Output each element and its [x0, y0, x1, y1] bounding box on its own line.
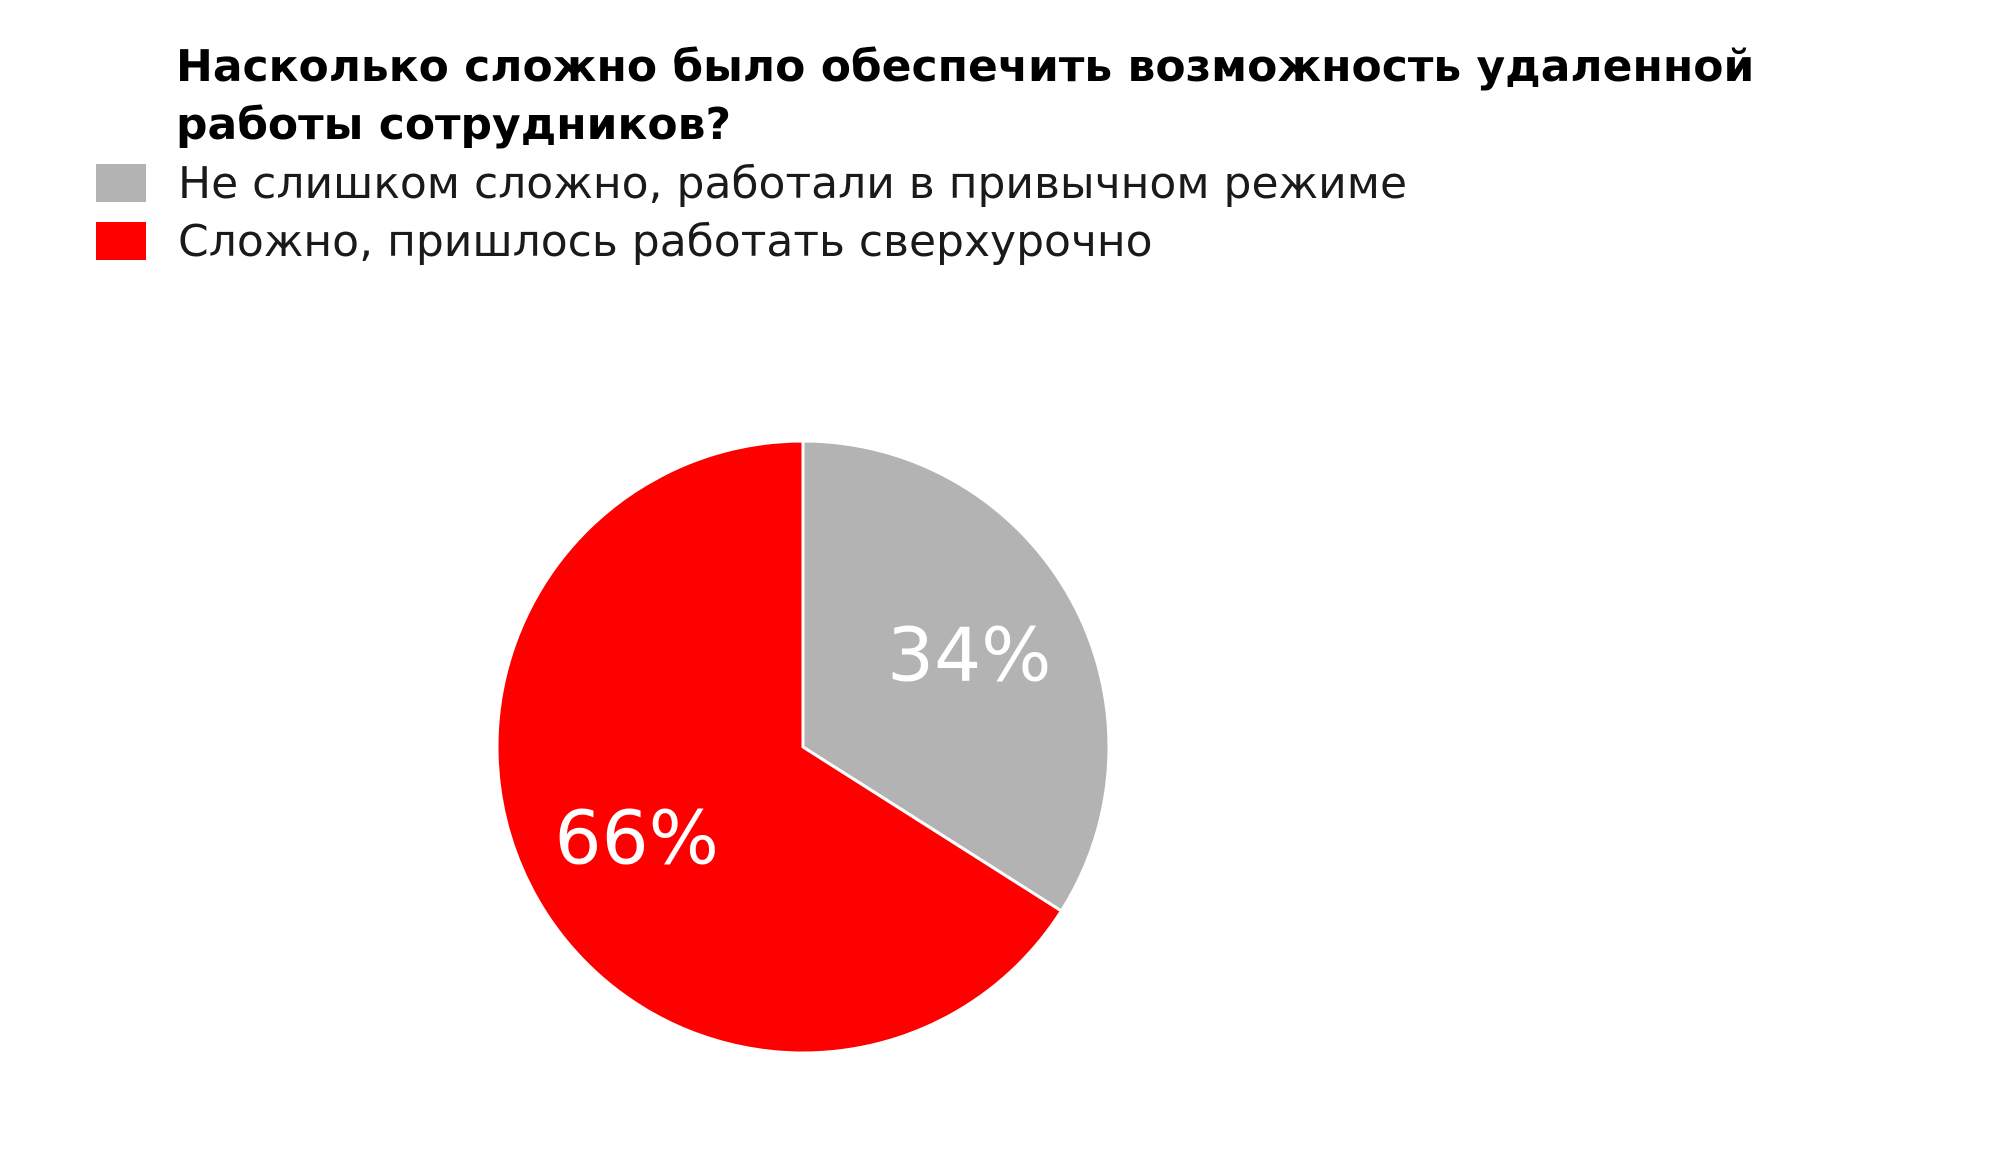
pie-slice-1 — [495, 439, 1063, 1055]
legend-item-not-difficult: Не слишком сложно, работали в привычном … — [96, 154, 1407, 212]
legend: Не слишком сложно, работали в привычном … — [96, 154, 1407, 270]
legend-item-difficult: Сложно, пришлось работать сверхурочно — [96, 212, 1407, 270]
chart-title: Насколько сложно было обеспечить возможн… — [176, 41, 1755, 150]
legend-swatch-grey — [96, 164, 146, 202]
legend-swatch-red — [96, 222, 146, 260]
legend-label: Не слишком сложно, работали в привычном … — [178, 157, 1408, 209]
slice-value-label-1: 66% — [555, 795, 719, 881]
pie-slice-0 — [801, 439, 1111, 913]
slice-value-label-0: 34% — [887, 613, 1051, 699]
legend-label: Сложно, пришлось работать сверхурочно — [178, 215, 1153, 267]
